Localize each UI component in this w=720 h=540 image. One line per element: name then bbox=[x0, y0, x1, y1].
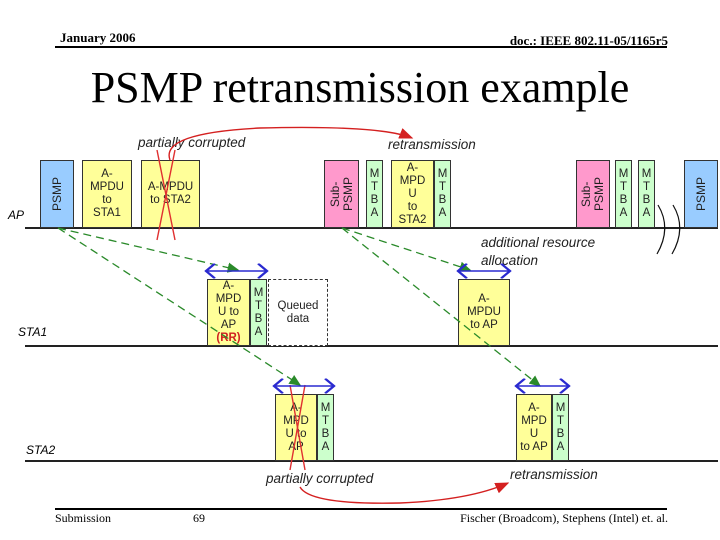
timeline-sta2 bbox=[25, 460, 718, 462]
corrupt-x-ap bbox=[156, 149, 176, 241]
frame-sta2-mtba-retx: M T B A bbox=[552, 394, 569, 461]
frame-label: M T B A bbox=[320, 401, 331, 453]
frame-label: M T B A bbox=[253, 286, 264, 338]
frame-ampdu-to-sta2-retx: A- MPD U to STA2 bbox=[391, 160, 434, 228]
schedule-lines bbox=[57, 227, 542, 387]
time-break-marks bbox=[656, 204, 681, 255]
retransmission-arrow-bottom bbox=[299, 482, 510, 504]
frame-label: M T B A bbox=[437, 168, 448, 219]
frame-sta2-mtba: M T B A bbox=[317, 394, 334, 461]
frame-sub-psmp-1: Sub- PSMP bbox=[324, 160, 359, 228]
footer-submission: Submission bbox=[55, 511, 112, 525]
frame-sta1-mtba: M T B A bbox=[250, 279, 267, 346]
frame-label: M T B A bbox=[555, 401, 566, 453]
header-doc-id: doc.: IEEE 802.11-05/1165r5 bbox=[509, 33, 668, 48]
frame-mtba-2: M T B A bbox=[434, 160, 451, 228]
frame-label: A- MPD U to STA2 bbox=[398, 161, 427, 226]
footer-authors: Fischer (Broadcom), Stephens (Intel) et.… bbox=[460, 511, 668, 525]
frame-label: M T B A bbox=[618, 168, 629, 219]
frame-sta1-queued-data: Queued data bbox=[268, 279, 328, 346]
note-additional-resource: additional resource bbox=[481, 235, 596, 250]
slide-title: PSMP retransmission example bbox=[90, 63, 630, 112]
lane-label-ap: AP bbox=[8, 208, 25, 222]
note-retransmission-bottom: retransmission bbox=[510, 467, 598, 482]
note-partially-corrupted-top: partially corrupted bbox=[138, 135, 246, 150]
timeline-sta1 bbox=[25, 345, 718, 347]
frame-mtba-1: M T B A bbox=[366, 160, 383, 228]
frame-sub-psmp-2: Sub- PSMP bbox=[576, 160, 610, 228]
allocation-arrows bbox=[206, 271, 569, 386]
frame-sta1-ampdu-to-ap: A- MPD U to AP (RR) bbox=[207, 279, 250, 346]
note-retransmission-top: retransmission bbox=[388, 137, 476, 152]
frame-sta1-ampdu-to-ap-additional: A- MPDU to AP bbox=[458, 279, 510, 346]
frame-label: M T B A bbox=[369, 168, 380, 219]
header-date: January 2006 bbox=[60, 30, 136, 45]
frame-label: M T B A bbox=[641, 168, 652, 219]
frame-ampdu-to-sta1: A- MPDU to STA1 bbox=[82, 160, 132, 228]
frame-label: A- MPDU to AP bbox=[467, 293, 501, 331]
frame-mtba-3: M T B A bbox=[615, 160, 632, 228]
frame-psmp-1: PSMP bbox=[40, 160, 74, 228]
frame-label: A- MPDU to STA1 bbox=[90, 168, 124, 219]
frame-label: A-MPDU to STA2 bbox=[147, 181, 194, 206]
frame-label: Queued data bbox=[277, 299, 319, 325]
lane-label-sta1: STA1 bbox=[18, 325, 48, 339]
lane-label-sta2: STA2 bbox=[26, 443, 56, 457]
note-partially-corrupted-bottom: partially corrupted bbox=[266, 471, 374, 486]
footer-page-number: 69 bbox=[193, 511, 205, 525]
header-rule bbox=[55, 46, 667, 48]
frame-sta2-ampdu-to-ap-corrupted: A- MPD U to AP bbox=[275, 394, 317, 461]
frame-psmp-2: PSMP bbox=[684, 160, 718, 228]
frame-label: A- MPD U to AP bbox=[520, 401, 548, 453]
footer-rule bbox=[55, 508, 667, 510]
frame-sta2-ampdu-to-ap-retx: A- MPD U to AP bbox=[516, 394, 552, 461]
retransmission-arrow-top bbox=[168, 126, 414, 161]
frame-mtba-4: M T B A bbox=[638, 160, 655, 228]
corrupt-x-sta2 bbox=[289, 384, 306, 471]
